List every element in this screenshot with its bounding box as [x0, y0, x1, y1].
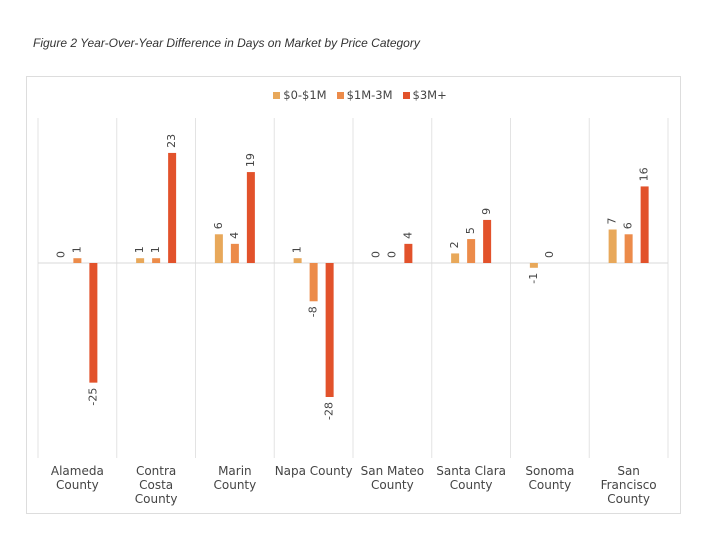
legend-swatch [336, 92, 344, 99]
x-tick-label: Napa County [274, 464, 353, 478]
data-label: 6 [622, 222, 635, 229]
x-tick-label: San Mateo County [360, 464, 425, 492]
bar [136, 258, 145, 263]
data-label: 5 [464, 227, 477, 234]
legend-label: $1M-3M [346, 88, 393, 102]
data-label: -28 [323, 402, 336, 420]
x-tick-label: Contra Costa County [134, 464, 178, 506]
chart-frame [26, 76, 681, 514]
legend-item: $1M-3M [336, 88, 393, 102]
data-label: 7 [606, 218, 619, 225]
legend-label: $0-$1M [283, 88, 327, 102]
data-label: 16 [638, 167, 651, 181]
bar [246, 172, 255, 263]
x-tick-label: Santa Clara County [436, 464, 507, 492]
bar [529, 263, 538, 268]
bar [152, 258, 161, 263]
data-label: 1 [291, 246, 304, 253]
data-label: 1 [133, 246, 146, 253]
bar [624, 234, 633, 263]
bar [404, 243, 413, 263]
bar [214, 234, 223, 263]
x-tick-label: Sonoma County [525, 464, 575, 492]
data-label: 19 [244, 153, 257, 167]
bar [325, 263, 334, 397]
data-label: 0 [54, 251, 67, 258]
data-label: 0 [385, 251, 398, 258]
bar [309, 263, 318, 302]
chart-title: Figure 2 Year-Over-Year Difference in Da… [33, 36, 420, 50]
bar [608, 229, 617, 263]
x-tick-label: Alameda County [50, 464, 104, 492]
data-label: 0 [543, 251, 556, 258]
bar [73, 258, 82, 263]
legend-label: $3M+ [412, 88, 447, 102]
x-tick-label: Marin County [213, 464, 257, 492]
bar [89, 263, 98, 383]
x-tick-label: San Francisco County [600, 464, 657, 506]
data-label: 1 [70, 246, 83, 253]
legend: $0-$1M $1M-3M $3M+ [0, 88, 720, 102]
data-label: -1 [527, 273, 540, 284]
legend-item: $0-$1M [273, 88, 327, 102]
bar [467, 239, 476, 263]
bar [230, 243, 239, 263]
data-label: 4 [401, 232, 414, 239]
data-label: 4 [228, 232, 241, 239]
data-label: 2 [448, 241, 461, 248]
data-label: -8 [307, 306, 320, 317]
data-label: 23 [165, 134, 178, 148]
data-label: 1 [149, 246, 162, 253]
legend-swatch [402, 92, 410, 99]
bar [168, 152, 177, 263]
bar [451, 253, 460, 263]
data-label: 9 [480, 208, 493, 215]
legend-item: $3M+ [402, 88, 447, 102]
data-label: 0 [369, 251, 382, 258]
data-label: -25 [86, 388, 99, 406]
bar [293, 258, 302, 263]
bar [640, 186, 649, 263]
legend-swatch [273, 92, 281, 99]
bar [483, 219, 492, 263]
data-label: 6 [212, 222, 225, 229]
